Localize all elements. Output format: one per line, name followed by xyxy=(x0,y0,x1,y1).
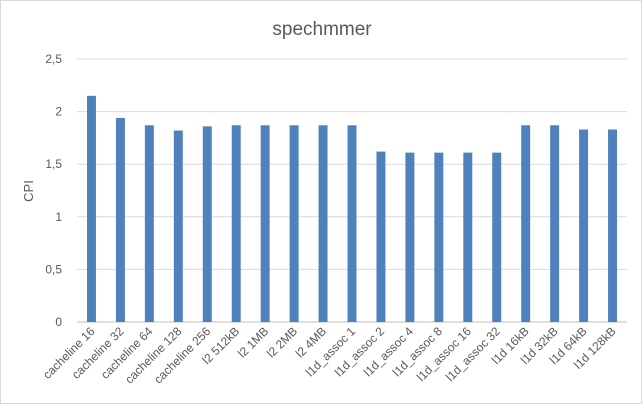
bar xyxy=(434,152,444,322)
bar xyxy=(550,125,560,322)
y-tick-labels: 0 0,5 1 1,5 2 2,5 xyxy=(45,52,62,329)
bar xyxy=(579,129,589,322)
y-tick-label: 2,5 xyxy=(45,52,62,66)
bar xyxy=(405,152,415,322)
y-tick-label: 1,5 xyxy=(45,157,62,171)
chart-title: spechmmer xyxy=(272,19,372,40)
bar xyxy=(289,125,299,322)
bar xyxy=(173,130,183,322)
x-tick-label: l2 1MB xyxy=(235,324,271,360)
bar xyxy=(492,152,502,322)
bar xyxy=(318,125,328,322)
bar xyxy=(608,129,618,322)
bar xyxy=(86,95,96,322)
y-tick-label: 1 xyxy=(55,210,62,224)
bar xyxy=(376,151,386,322)
bar xyxy=(144,125,154,322)
x-tick-label: l2 2MB xyxy=(264,324,300,360)
bars xyxy=(86,95,618,322)
bar xyxy=(202,126,212,322)
y-tick-label: 0 xyxy=(55,315,62,329)
bar xyxy=(347,125,357,322)
bar xyxy=(231,125,241,322)
bar xyxy=(260,125,270,322)
y-tick-label: 0,5 xyxy=(45,262,62,276)
bar xyxy=(521,125,531,322)
y-axis-label: CPI xyxy=(21,180,36,202)
bar xyxy=(463,152,473,322)
bar xyxy=(115,117,125,322)
y-tick-label: 2 xyxy=(55,105,62,119)
